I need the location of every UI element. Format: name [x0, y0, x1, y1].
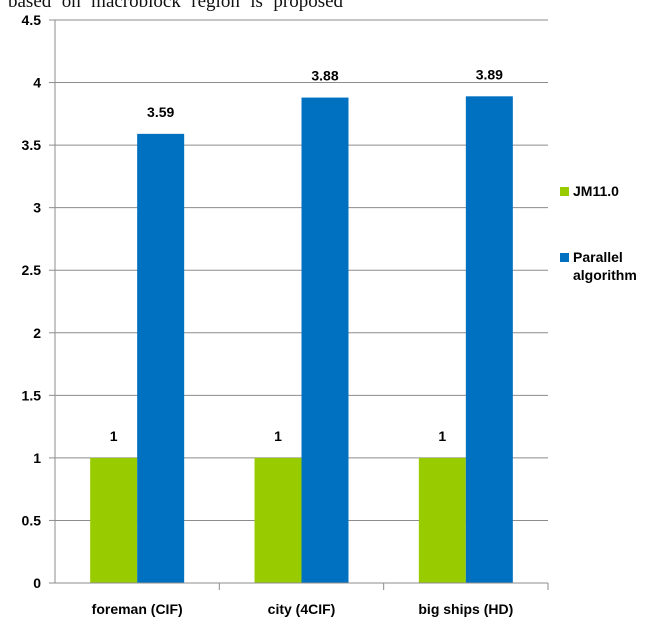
data-label: 3.89 — [476, 66, 503, 82]
data-label: 1 — [110, 428, 118, 444]
legend-swatch — [560, 253, 569, 262]
y-tick-label: 3 — [33, 200, 41, 216]
y-tick-label: 2 — [33, 325, 41, 341]
bar-parallel-algorithm-1 — [137, 133, 185, 583]
bar-jm11-0-2 — [254, 457, 302, 583]
y-tick-label: 0 — [33, 575, 41, 591]
legend-swatch — [560, 187, 569, 196]
bars — [90, 96, 513, 584]
y-tick-label: 1 — [33, 450, 41, 466]
y-tick-label: 3.5 — [22, 137, 42, 153]
data-label: 1 — [438, 428, 446, 444]
bar-parallel-algorithm-2 — [301, 97, 349, 584]
y-tick-label: 4.5 — [22, 12, 42, 28]
y-tick-label: 4 — [33, 75, 41, 91]
data-label: 1 — [274, 428, 282, 444]
cut-off-paper-text: based on macroblock region is proposed — [8, 0, 344, 12]
data-label: 3.88 — [311, 68, 338, 84]
labels: 0 0.5 1 1.5 2 2.5 3 3.5 4 4.5 1 3.59 foreman (CIF) 1 3… — [22, 12, 514, 617]
legend-label: JM11.0 — [573, 183, 619, 199]
data-label: 3.59 — [147, 104, 174, 120]
axes — [49, 19, 549, 590]
legend-label: Parallel algorithm — [573, 249, 637, 283]
y-tick-label: 1.5 — [22, 387, 42, 403]
x-category-label: big ships (HD) — [418, 601, 513, 617]
x-category-label: city (4CIF) — [268, 601, 336, 617]
y-tick-label: 2.5 — [22, 262, 42, 278]
y-tick-label: 0.5 — [22, 512, 42, 528]
legend: JM11.0 Parallel algorithm — [560, 183, 637, 283]
bar-parallel-algorithm-3 — [465, 96, 513, 583]
x-category-label: foreman (CIF) — [92, 601, 183, 617]
bar-jm11-0-1 — [90, 457, 138, 583]
bar-jm11-0-3 — [418, 457, 466, 583]
